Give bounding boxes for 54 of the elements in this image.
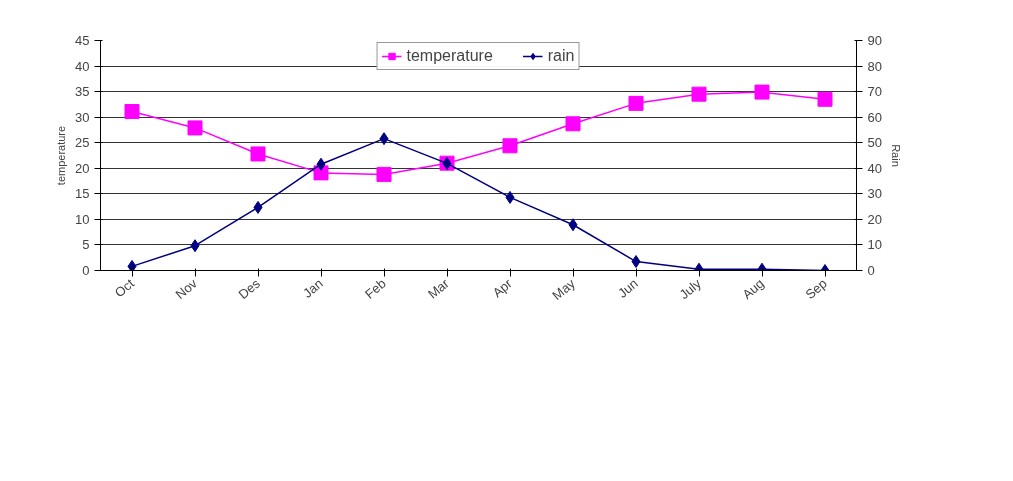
point xyxy=(817,91,833,107)
legend-label: rain xyxy=(547,47,575,65)
point xyxy=(628,95,644,111)
y2-tick-label: 30 xyxy=(867,186,882,202)
y2-tick-label: 70 xyxy=(867,84,882,100)
point xyxy=(187,120,203,136)
point xyxy=(505,190,515,204)
x-tick-label: Aug xyxy=(739,275,767,303)
y2-tick-label: 10 xyxy=(867,237,882,253)
x-tick-label: Jan xyxy=(300,275,326,301)
y-tick-label: 35 xyxy=(75,84,90,100)
x-tick-label: Mar xyxy=(425,275,453,302)
y2-tick-label: 80 xyxy=(867,58,882,74)
y2-tick-label: 90 xyxy=(867,33,882,48)
y2-tick-label: 20 xyxy=(867,211,882,227)
point xyxy=(316,157,326,171)
y-tick-label: 15 xyxy=(75,186,90,202)
y-tick-label: 10 xyxy=(75,211,90,227)
x-tick-label: Oct xyxy=(111,275,138,301)
point xyxy=(502,138,518,154)
point xyxy=(691,86,707,102)
y-tick-label: 45 xyxy=(75,33,90,48)
y2-tick-label: 60 xyxy=(867,109,882,125)
x-tick-label: July xyxy=(676,275,705,303)
y2-tick-label: 50 xyxy=(867,135,882,151)
y2-tick-label: 40 xyxy=(867,160,882,176)
y-tick-label: 20 xyxy=(75,160,90,176)
x-tick-label: Sep xyxy=(802,275,830,303)
y2-axis-title: Rain xyxy=(889,144,902,167)
x-tick-label: May xyxy=(549,275,579,304)
point xyxy=(127,259,137,271)
point xyxy=(190,239,200,253)
point xyxy=(568,218,578,232)
point xyxy=(253,200,263,214)
point xyxy=(376,166,392,182)
x-tick-label: Des xyxy=(235,275,264,303)
y-tick-label: 25 xyxy=(75,135,90,151)
point xyxy=(754,84,770,100)
y-axis-title: temperature xyxy=(55,125,68,186)
point xyxy=(124,104,140,120)
x-tick-label: Feb xyxy=(362,275,389,302)
point xyxy=(631,255,641,269)
y-tick-label: 30 xyxy=(75,109,90,125)
point xyxy=(250,146,266,162)
y-tick-label: 0 xyxy=(82,263,90,278)
y2-tick-label: 0 xyxy=(867,263,875,278)
y-tick-label: 40 xyxy=(75,58,90,74)
x-tick-label: Apr xyxy=(489,275,516,301)
x-tick-label: Nov xyxy=(172,275,201,303)
y-tick-label: 5 xyxy=(82,237,90,253)
point xyxy=(565,116,581,132)
x-tick-label: Jun xyxy=(615,275,641,301)
legend-label: temperature xyxy=(406,47,493,65)
point xyxy=(379,132,389,146)
